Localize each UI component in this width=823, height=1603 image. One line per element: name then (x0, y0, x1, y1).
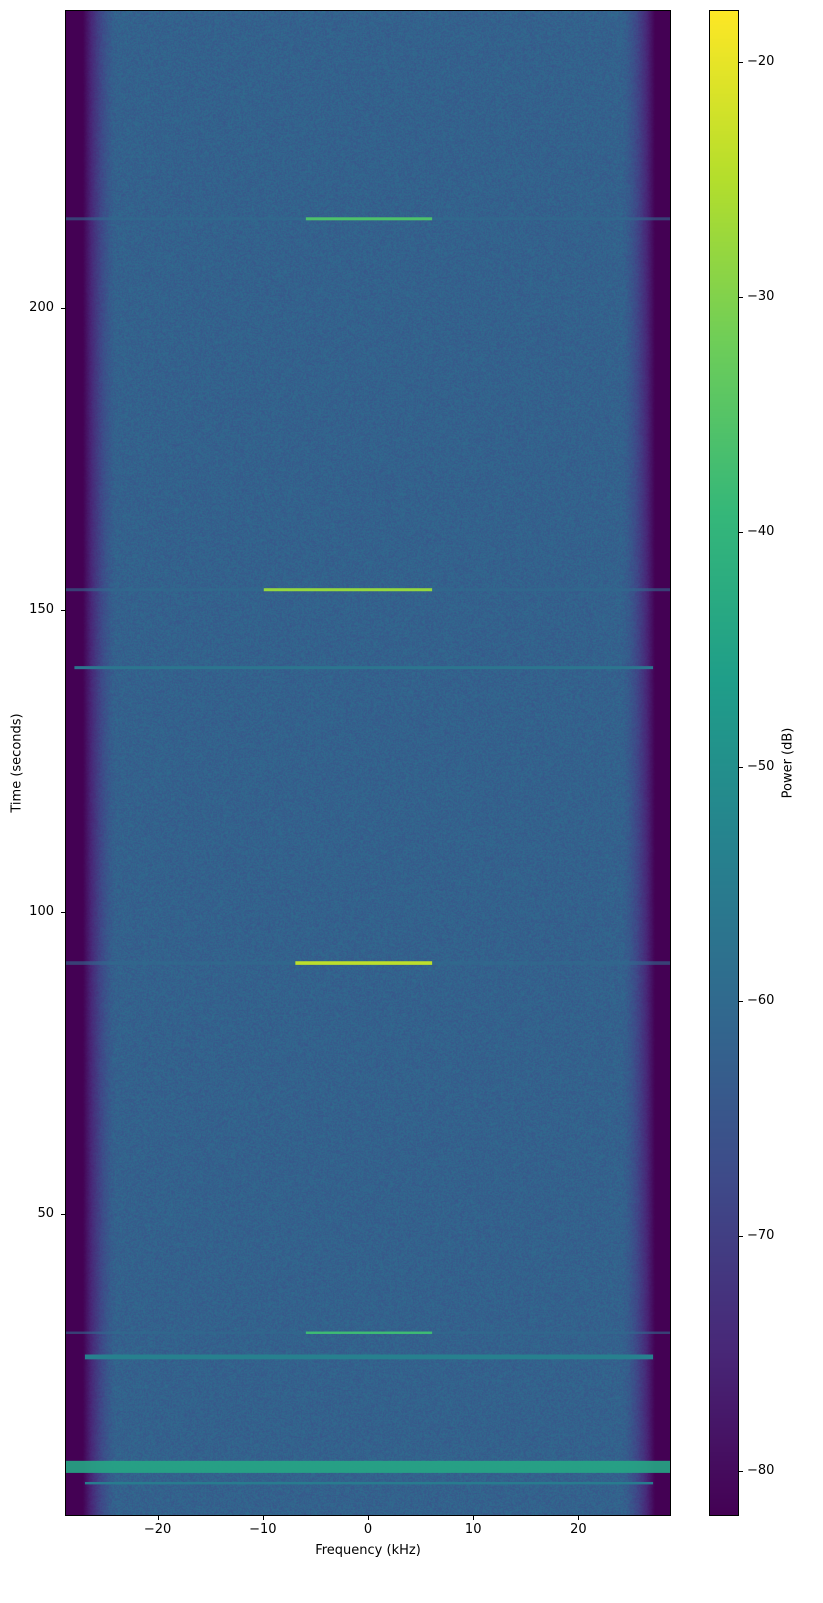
x-tick-mark (158, 1516, 159, 1520)
y-tick-label: 100 (0, 904, 54, 919)
y-tick-label: 200 (0, 300, 54, 315)
signal-event-0 (306, 217, 432, 220)
colorbar-tick-label: −30 (747, 289, 774, 304)
colorbar-tick-label: −40 (747, 524, 774, 539)
signal-event-4 (306, 1332, 432, 1334)
colorbar-label: Power (dB) (781, 728, 796, 799)
y-tick-label: 50 (0, 1206, 54, 1221)
signal-event-1 (264, 588, 432, 591)
colorbar-tick-mark (739, 1001, 743, 1002)
x-tick-mark (473, 1516, 474, 1520)
signal-event-5 (85, 1354, 653, 1359)
x-tick-label: −10 (243, 1522, 283, 1537)
colorbar-tick-label: −80 (747, 1463, 774, 1478)
colorbar-tick-mark (739, 532, 743, 533)
colorbar-tick-label: −60 (747, 993, 774, 1008)
x-tick-mark (263, 1516, 264, 1520)
y-tick-mark (61, 912, 65, 913)
y-tick-mark (61, 1214, 65, 1215)
x-tick-label: 10 (453, 1522, 493, 1537)
colorbar-tick-mark (739, 767, 743, 768)
x-tick-label: −20 (138, 1522, 178, 1537)
colorbar-tick-mark (739, 1236, 743, 1237)
x-tick-mark (368, 1516, 369, 1520)
x-tick-label: 0 (348, 1522, 388, 1537)
colorbar (709, 10, 739, 1516)
colorbar-tick-label: −50 (747, 759, 774, 774)
signal-event-6 (66, 1461, 671, 1473)
x-tick-mark (578, 1516, 579, 1520)
colorbar-tick-mark (739, 1471, 743, 1472)
colorbar-tick-label: −70 (747, 1228, 774, 1243)
signal-event-7 (85, 1482, 653, 1484)
colorbar-tick-mark (739, 62, 743, 63)
event-layer (66, 11, 671, 1516)
x-axis-label: Frequency (kHz) (0, 1543, 736, 1558)
y-tick-mark (61, 308, 65, 309)
y-tick-label: 150 (0, 602, 54, 617)
y-tick-mark (61, 610, 65, 611)
colorbar-tick-mark (739, 297, 743, 298)
x-tick-label: 20 (558, 1522, 598, 1537)
colorbar-tick-label: −20 (747, 54, 774, 69)
y-axis-label: Time (seconds) (10, 713, 25, 812)
spectrogram-plot (65, 10, 671, 1516)
signal-event-3 (295, 961, 432, 965)
signal-event-2 (74, 666, 653, 669)
